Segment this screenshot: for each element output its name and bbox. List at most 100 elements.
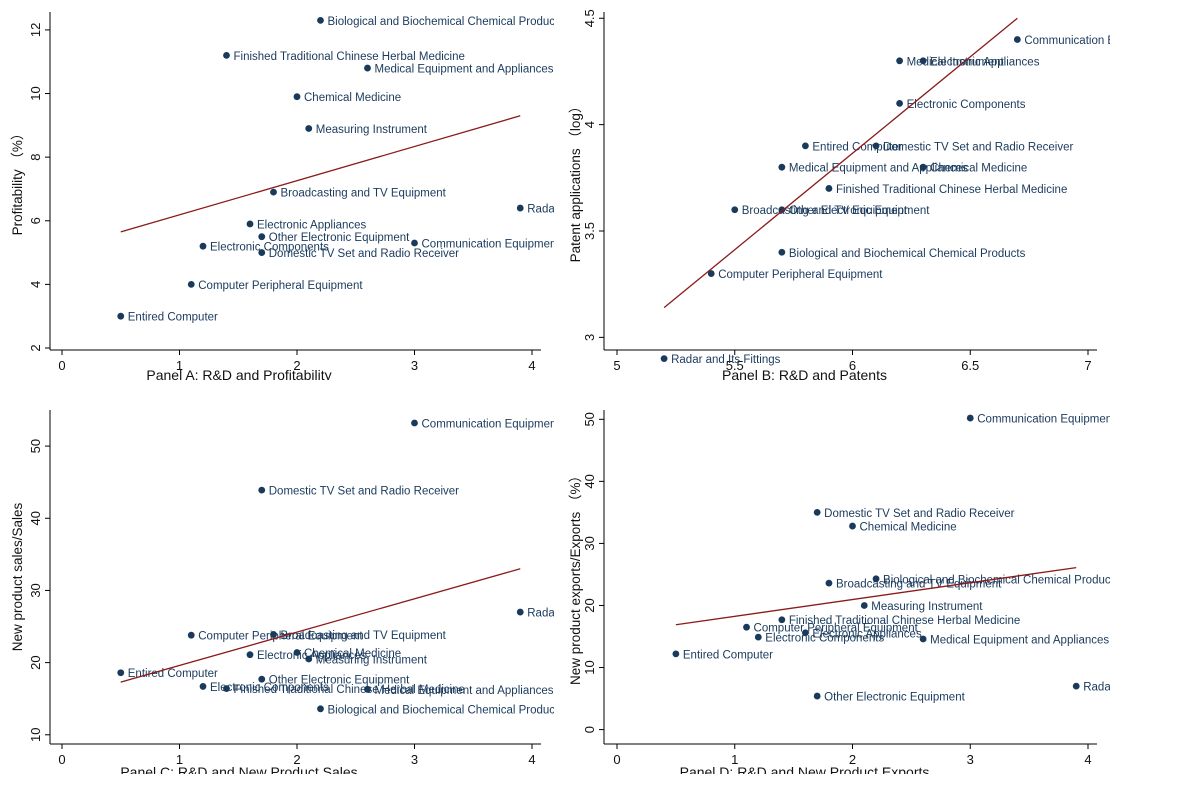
point-label: Communication Equipment <box>422 239 561 251</box>
fit-line <box>120 568 521 683</box>
x-tick-label: 0 <box>58 358 65 373</box>
point-label: Electronic Appliances <box>257 219 367 231</box>
y-axis-label: Profitability （%） <box>10 127 25 236</box>
data-point <box>778 616 786 624</box>
panel-title: Panel D: R&D and New Product Exports <box>680 764 930 780</box>
y-tick-label: 40 <box>28 511 43 525</box>
data-point <box>731 206 739 214</box>
x-tick-label: 0 <box>58 752 65 767</box>
point-label: Finished Traditional Chinese Herbal Medi… <box>836 184 1067 196</box>
panel-title: Panel C: R&D and New Product Sales <box>120 764 357 780</box>
point-label: Broadcasting and TV Equipment <box>281 630 447 642</box>
y-tick-label: 4 <box>28 281 43 288</box>
data-point <box>872 575 880 583</box>
data-point <box>802 629 809 637</box>
point-label: Other Electronic Equipment <box>269 232 410 244</box>
point-label: Computer Peripheral Equipment <box>754 623 919 635</box>
data-point <box>516 608 524 616</box>
x-tick-label: 3 <box>411 752 418 767</box>
point-label: Communication Equipment <box>977 414 1116 426</box>
data-point <box>660 355 668 363</box>
point-label: Entired Computer <box>812 141 902 153</box>
x-tick-label: 7 <box>1084 358 1091 373</box>
point-label: Finished Traditional Chinese Herbal Medi… <box>234 684 465 696</box>
data-point <box>778 206 786 214</box>
data-point <box>293 649 301 656</box>
x-tick-label: 3 <box>411 358 418 373</box>
point-label: Radar <box>527 608 558 620</box>
point-label: Electronic Components <box>765 633 884 645</box>
fit-line <box>120 115 521 233</box>
point-label: Domestic TV Set and Radio Receiver <box>269 248 459 260</box>
point-label: Measuring Instrument <box>316 655 428 667</box>
y-axis-label: New product exports/Exports （%） <box>568 469 583 685</box>
point-label: Measuring Instrument <box>871 601 983 613</box>
fit-line <box>663 17 1018 309</box>
x-tick-label: 4 <box>528 752 535 767</box>
data-point <box>258 233 266 241</box>
x-tick-label: 5.5 <box>726 358 744 373</box>
x-tick-label: 6 <box>849 358 856 373</box>
data-point <box>223 685 230 692</box>
point-label: Medical Equipment and Appliances <box>375 64 554 76</box>
x-tick-label: 3 <box>967 752 974 767</box>
data-point <box>1013 36 1021 43</box>
data-point <box>246 651 254 659</box>
panel-title: Panel A: R&D and Profitability <box>146 367 331 383</box>
data-point <box>813 692 821 700</box>
point-label: Other Electronic Equipment <box>824 692 965 704</box>
y-tick-label: 3 <box>582 334 597 341</box>
data-point <box>516 204 524 212</box>
point-label: Electronic Appliances <box>257 650 367 662</box>
data-point <box>919 635 927 643</box>
y-tick-label: 4 <box>582 121 597 128</box>
data-point <box>802 142 809 150</box>
data-point <box>754 633 762 641</box>
data-point <box>411 419 418 427</box>
data-point <box>317 705 324 713</box>
data-point <box>199 242 207 250</box>
data-point <box>258 675 266 683</box>
data-point <box>778 163 786 171</box>
y-tick-label: 20 <box>582 598 597 612</box>
point-label: Chemical Medicine <box>304 92 401 104</box>
point-label: Other Electronic Equipment <box>789 205 930 217</box>
point-label: Medical Equipment and Appliances <box>375 685 554 697</box>
point-label: Broadcasting and TV Equipment <box>836 579 1002 591</box>
point-label: Broadcasting and TV Equipment <box>281 188 447 200</box>
x-tick-label: 4 <box>1084 752 1091 767</box>
data-point <box>187 631 195 639</box>
x-tick-label: 0 <box>613 752 620 767</box>
x-tick-label: 1 <box>176 358 183 373</box>
x-tick-label: 2 <box>293 752 300 767</box>
data-point <box>270 188 277 196</box>
data-point <box>778 248 786 256</box>
data-point <box>743 623 750 631</box>
y-tick-label: 8 <box>28 154 43 161</box>
data-point <box>860 602 868 609</box>
x-tick-label: 1 <box>176 752 183 767</box>
y-tick-label: 50 <box>28 439 43 453</box>
point-label: Electronic Appliances <box>930 56 1040 68</box>
data-point <box>849 522 856 530</box>
data-point <box>305 655 313 663</box>
point-label: Communication Equipment <box>1024 35 1163 47</box>
point-label: Biological and Biochemical Chemical Prod… <box>328 16 565 28</box>
point-label: Domestic TV Set and Radio Receiver <box>824 508 1014 520</box>
point-label: Biological and Biochemical Chemical Prod… <box>883 574 1120 586</box>
point-label: Electronic Components <box>210 682 329 694</box>
data-point <box>825 579 833 587</box>
point-label: Chemical Medicine <box>930 163 1027 175</box>
data-point <box>199 683 207 690</box>
point-label: Chemical Medicine <box>860 522 957 534</box>
y-tick-label: 4.5 <box>582 9 597 27</box>
point-label: Radar <box>527 204 558 216</box>
data-point <box>117 669 125 677</box>
data-point <box>919 163 927 171</box>
x-tick-label: 2 <box>849 752 856 767</box>
data-point <box>966 414 974 422</box>
point-label: Radar and Its Fittings <box>671 354 781 366</box>
point-label: Domestic TV Set and Radio Receiver <box>269 486 459 498</box>
